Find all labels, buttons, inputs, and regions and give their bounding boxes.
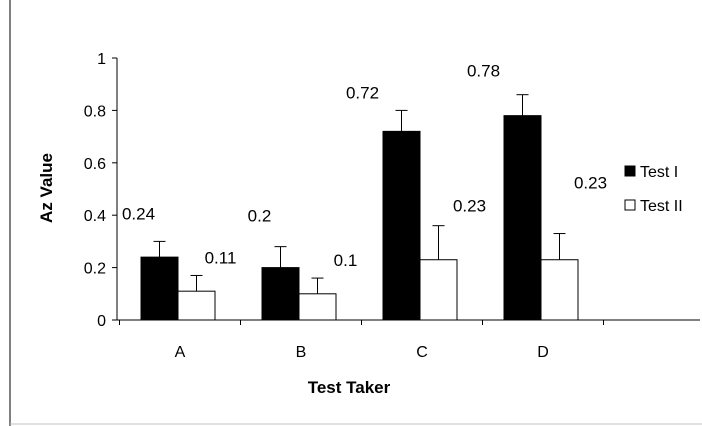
bar-test-2-c [419,259,458,321]
legend-swatch-test-2 [624,199,636,211]
legend-label-test-2: Test II [640,198,683,215]
x-tick-label: B [296,344,307,361]
bar-test-1-a [140,256,179,321]
bar-test-1-b [261,267,300,321]
bar-test-2-d [540,259,579,321]
bar-test-2-a [177,290,216,321]
bar-test-1-c [382,130,421,321]
legend-swatch-test-1 [624,165,636,177]
axis-layer: 0 0.2 0.4 0.6 0.8 1 A B C D [84,51,700,361]
data-label: 0.1 [334,251,358,270]
x-tick-label: A [175,344,186,361]
data-label: 0.23 [574,174,607,193]
x-tick-label: C [416,344,428,361]
data-label: 0.23 [453,197,486,216]
x-axis-title: Test Taker [308,378,391,397]
y-tick-label: 0.2 [84,261,106,278]
y-tick-label: 1 [97,51,106,68]
data-label: 0.72 [346,83,379,102]
y-axis-title: Az Value [37,153,56,223]
data-label: 0.24 [122,204,155,223]
y-tick-label: 0 [97,313,106,330]
x-tick-label: D [537,344,549,361]
bars-layer [140,115,579,321]
y-tick-label: 0.4 [84,208,106,225]
bar-test-1-d [503,115,542,321]
data-label: 0.11 [205,248,237,267]
data-labels-layer: 0.24 0.11 0.2 0.1 0.72 0.23 0.78 0.23 [122,62,607,270]
y-tick-label: 0.8 [84,103,106,120]
legend: Test I Test II [624,164,683,215]
y-tick-label: 0.6 [84,156,106,173]
legend-label-test-1: Test I [640,164,678,181]
data-label: 0.78 [467,62,500,81]
error-bars-layer [153,94,566,294]
bar-test-2-b [298,293,337,321]
data-label: 0.2 [248,207,272,226]
